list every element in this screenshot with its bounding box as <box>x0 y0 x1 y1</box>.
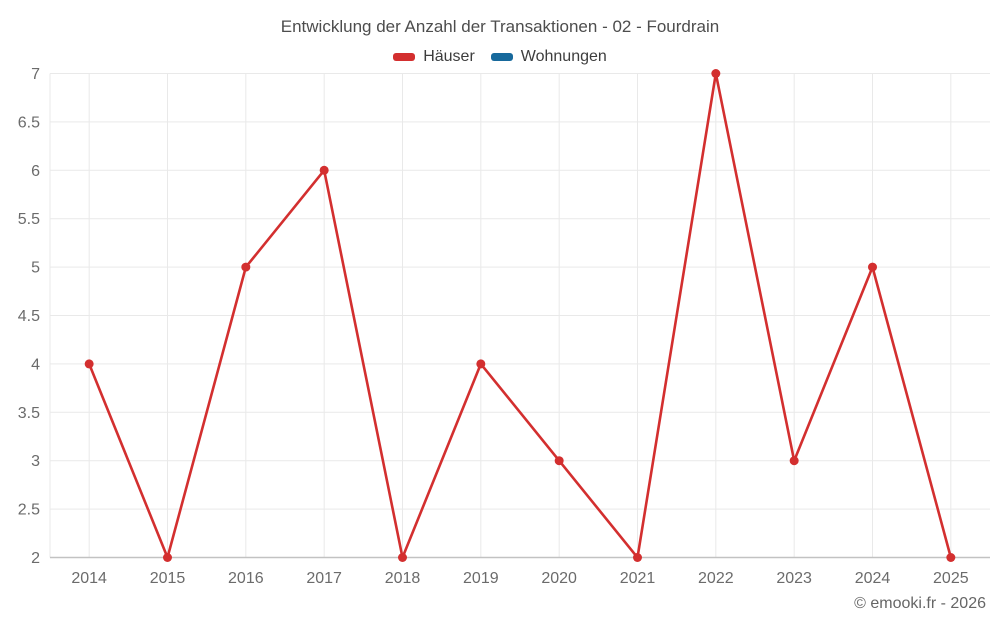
svg-text:3: 3 <box>31 453 40 470</box>
chart-legend: Häuser Wohnungen <box>0 46 1000 68</box>
svg-text:2018: 2018 <box>385 570 421 587</box>
svg-text:6: 6 <box>31 163 40 180</box>
svg-text:2024: 2024 <box>855 570 891 587</box>
svg-text:3.5: 3.5 <box>18 405 40 422</box>
legend-label-haeuser: Häuser <box>423 48 475 65</box>
svg-text:2021: 2021 <box>620 570 656 587</box>
copyright-footer: © emooki.fr - 2026 <box>854 595 986 612</box>
legend-swatch-wohnungen <box>490 53 513 61</box>
svg-text:2020: 2020 <box>541 570 577 587</box>
chart-title: Entwicklung der Anzahl der Transaktionen… <box>280 17 720 36</box>
svg-text:2017: 2017 <box>306 570 342 587</box>
svg-text:5.5: 5.5 <box>18 211 40 228</box>
svg-text:2014: 2014 <box>71 570 107 587</box>
legend-label-wohnungen: Wohnungen <box>520 48 607 65</box>
legend-item-haeuser[interactable]: Häuser <box>393 48 475 66</box>
svg-text:2019: 2019 <box>463 570 499 587</box>
svg-text:6.5: 6.5 <box>18 114 40 131</box>
svg-text:2.5: 2.5 <box>18 502 40 519</box>
svg-text:5: 5 <box>31 260 40 277</box>
legend-item-wohnungen[interactable]: Wohnungen <box>490 48 607 66</box>
svg-text:2: 2 <box>31 550 40 567</box>
svg-text:2022: 2022 <box>698 570 734 587</box>
svg-text:2015: 2015 <box>150 570 186 587</box>
legend-swatch-haeuser <box>393 53 416 61</box>
svg-text:4: 4 <box>31 356 40 373</box>
svg-text:2016: 2016 <box>228 570 264 587</box>
svg-text:2025: 2025 <box>933 570 969 587</box>
svg-text:7: 7 <box>31 66 40 83</box>
svg-text:4.5: 4.5 <box>18 308 40 325</box>
svg-text:2023: 2023 <box>776 570 812 587</box>
